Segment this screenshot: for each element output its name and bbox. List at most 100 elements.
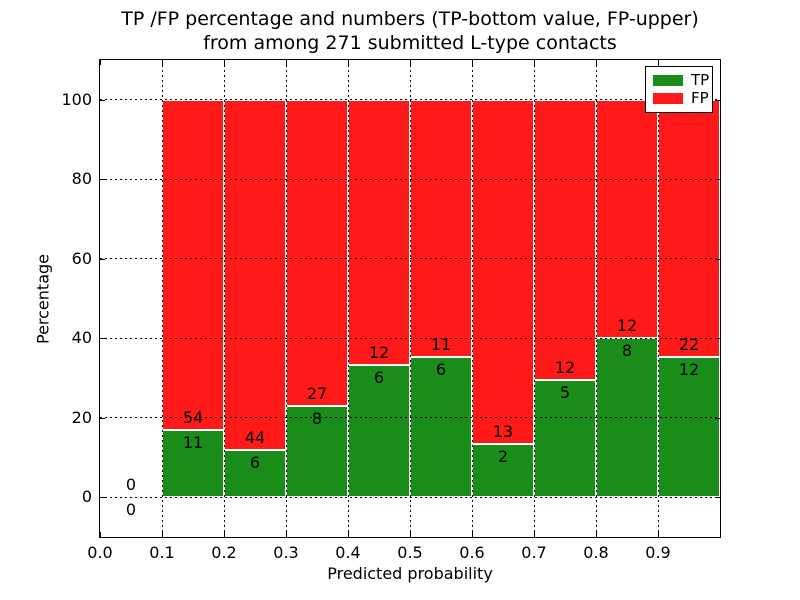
y-tick-mark-right	[715, 417, 720, 419]
annotation-fp-count: 12	[616, 316, 638, 336]
x-tick-label: 0.6	[459, 543, 485, 562]
legend-item: FP	[653, 91, 712, 106]
x-tick-mark-top	[286, 60, 287, 65]
y-tick-label: 0	[81, 487, 92, 507]
bar-segment-fp	[286, 99, 348, 407]
gridline-horizontal	[100, 337, 720, 339]
y-tick-mark-right	[715, 179, 720, 181]
x-tick-label: 0.8	[583, 543, 609, 562]
bar-segment-fp	[410, 99, 472, 357]
bar-segment-fp	[348, 99, 410, 365]
legend-label: TP	[691, 70, 710, 89]
y-tick-mark-left	[100, 179, 105, 181]
y-tick-label: 80	[71, 169, 92, 189]
gridline-vertical	[223, 60, 225, 537]
annotation-fp-count: 54	[182, 407, 204, 427]
gridline-horizontal	[100, 258, 720, 260]
annotation-tp-count: 6	[373, 367, 385, 387]
gridline-horizontal	[100, 99, 720, 101]
x-tick-mark-bottom	[472, 532, 473, 537]
bar-segment-fp	[162, 99, 224, 430]
x-tick-mark-bottom	[162, 532, 163, 537]
x-tick-mark-top	[472, 60, 473, 65]
x-tick-mark-bottom	[100, 532, 101, 537]
legend: TP FP	[645, 66, 713, 113]
y-tick-mark-right	[715, 338, 720, 340]
x-tick-label: 0.5	[397, 543, 423, 562]
annotation-fp-count: 27	[306, 384, 328, 404]
x-tick-mark-bottom	[658, 532, 659, 537]
y-tick-mark-right	[715, 497, 720, 499]
bar-segment-fp	[658, 99, 720, 357]
gridline-vertical	[595, 60, 597, 537]
x-tick-mark-top	[658, 60, 659, 65]
x-tick-mark-bottom	[596, 532, 597, 537]
annotation-fp-count: 22	[678, 334, 700, 354]
tp-legend-swatch	[653, 74, 683, 86]
x-tick-label: 0.9	[645, 543, 671, 562]
y-tick-mark-right	[715, 99, 720, 101]
bar-segment-tp	[410, 356, 472, 498]
plot-area: 0 0 54 11 44 6 27 8 12 6 11 6 13 2 12 5 12 8 22 12	[100, 60, 720, 537]
y-tick-mark-left	[100, 99, 105, 101]
y-tick-label: 20	[71, 407, 92, 427]
x-tick-mark-top	[534, 60, 535, 65]
bar-segment-tp	[534, 380, 596, 498]
annotation-tp-count: 5	[559, 383, 571, 403]
y-tick-mark-left	[100, 258, 105, 260]
x-tick-label: 0.3	[273, 543, 299, 562]
annotation-tp-count: 11	[182, 432, 204, 452]
chart-title: TP /FP percentage and numbers (TP-bottom…	[100, 7, 720, 55]
x-tick-label: 0.2	[211, 543, 237, 562]
x-tick-mark-top	[348, 60, 349, 65]
annotation-tp-count: 6	[249, 452, 261, 472]
annotation-tp-count: 8	[621, 341, 633, 361]
x-tick-mark-bottom	[286, 532, 287, 537]
y-tick-label: 100	[61, 89, 92, 109]
x-tick-label: 0.4	[335, 543, 361, 562]
gridline-horizontal	[100, 496, 720, 498]
x-tick-mark-bottom	[348, 532, 349, 537]
x-tick-mark-top	[224, 60, 225, 65]
x-tick-mark-top	[162, 60, 163, 65]
y-tick-label: 60	[71, 248, 92, 268]
gridline-vertical	[347, 60, 349, 537]
annotation-fp-count: 11	[430, 334, 452, 354]
annotation-fp-count: 12	[368, 342, 390, 362]
y-tick-label: 40	[71, 328, 92, 348]
bar-segment-tp	[472, 444, 534, 498]
y-tick-mark-left	[100, 417, 105, 419]
annotation-tp-count: 12	[678, 359, 700, 379]
gridline-vertical	[161, 60, 163, 537]
fp-legend-swatch	[653, 93, 683, 105]
gridline-vertical	[657, 60, 659, 537]
bar-segment-fp	[596, 99, 658, 339]
x-tick-mark-bottom	[224, 532, 225, 537]
bar-segment-tp	[286, 406, 348, 498]
y-tick-mark-right	[715, 258, 720, 260]
bar-segment-fp	[534, 99, 596, 381]
chart-title-line1: TP /FP percentage and numbers (TP-bottom…	[121, 8, 699, 30]
annotation-fp-count: 0	[125, 475, 137, 495]
chart-title-line2: from among 271 submitted L-type contacts	[203, 32, 617, 54]
x-tick-mark-top	[410, 60, 411, 65]
x-tick-label: 0.0	[87, 543, 113, 562]
x-axis-label: Predicted probability	[327, 564, 493, 583]
bar-segment-tp	[162, 429, 224, 498]
x-tick-mark-bottom	[410, 532, 411, 537]
annotation-fp-count: 12	[554, 358, 576, 378]
gridline-vertical	[533, 60, 535, 537]
annotation-tp-count: 6	[435, 359, 447, 379]
annotation-fp-count: 13	[492, 422, 514, 442]
legend-item: TP	[653, 70, 712, 89]
gridline-vertical	[409, 60, 411, 537]
annotation-tp-count: 0	[125, 500, 137, 520]
annotation-tp-count: 8	[311, 409, 323, 429]
x-tick-mark-top	[100, 60, 101, 65]
gridline-horizontal	[100, 178, 720, 180]
annotation-fp-count: 44	[244, 427, 266, 447]
annotation-tp-count: 2	[497, 447, 509, 467]
gridline-vertical	[471, 60, 473, 537]
y-tick-mark-left	[100, 497, 105, 499]
